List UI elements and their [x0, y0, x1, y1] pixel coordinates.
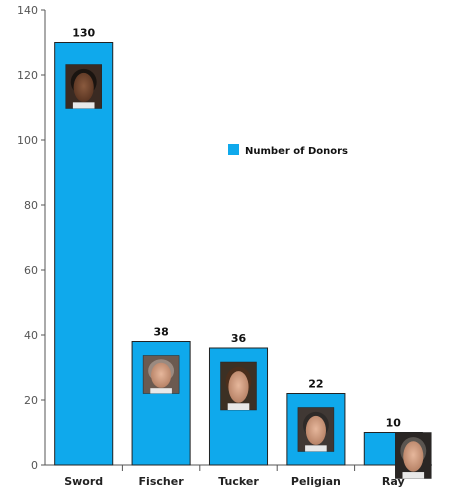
category-label: Tucker — [218, 475, 259, 488]
portrait-photo-icon — [65, 64, 102, 109]
face-shape — [305, 415, 326, 445]
portrait-photo-icon — [220, 361, 257, 411]
category-label: Peligian — [291, 475, 341, 488]
collar-shape — [402, 472, 425, 479]
portrait-photo-icon — [297, 407, 335, 452]
legend-swatch — [228, 144, 239, 155]
category-label: Sword — [64, 475, 103, 488]
face-shape — [403, 441, 424, 472]
data-label: 130 — [72, 27, 95, 40]
face-shape — [73, 72, 94, 102]
collar-shape — [72, 102, 95, 109]
y-tick-label: 20 — [24, 394, 38, 407]
data-label: 36 — [231, 332, 247, 345]
portrait-photo-icon — [395, 432, 432, 479]
bar — [54, 42, 114, 466]
category-label: Fischer — [139, 475, 185, 488]
legend: Number of Donors — [228, 144, 348, 157]
legend-label: Number of Donors — [245, 146, 348, 157]
data-label: 38 — [153, 326, 168, 339]
y-tick-label: 60 — [24, 264, 38, 277]
y-tick-label: 120 — [17, 69, 38, 82]
y-tick-label: 80 — [24, 199, 38, 212]
y-tick-label: 140 — [17, 4, 38, 17]
face-shape — [228, 371, 249, 403]
y-tick-label: 40 — [24, 329, 38, 342]
collar-shape — [227, 403, 250, 410]
axes: 0 20 40 60 80 100 120 140 — [17, 4, 432, 472]
data-label: 10 — [386, 417, 402, 430]
y-tick-label: 0 — [31, 459, 38, 472]
collar-shape — [305, 445, 327, 452]
portrait-photo-icon — [142, 355, 180, 394]
y-tick-label: 100 — [17, 134, 38, 147]
collar-shape — [150, 388, 172, 394]
data-label: 22 — [308, 378, 323, 391]
face-shape — [151, 362, 172, 388]
